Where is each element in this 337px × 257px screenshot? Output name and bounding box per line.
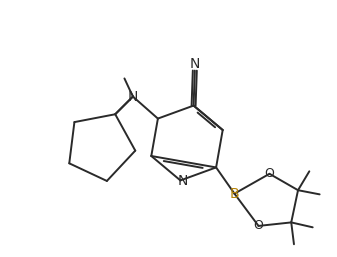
Text: N: N (128, 90, 138, 104)
Text: N: N (190, 57, 200, 71)
Text: B: B (229, 187, 239, 201)
Text: O: O (253, 219, 264, 232)
Text: N: N (177, 175, 188, 188)
Text: O: O (265, 167, 274, 180)
